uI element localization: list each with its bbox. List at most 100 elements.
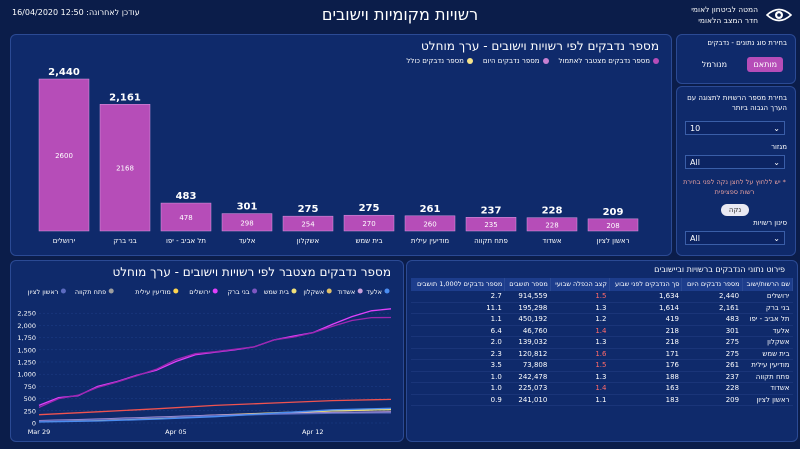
table-cell: 241,010 xyxy=(504,394,551,406)
table-cell: מודיעין עילית xyxy=(742,359,793,372)
line-chart-panel: מספר נדבקים מצטבר לפי רשויות וישובים - ע… xyxy=(10,260,404,442)
table-cell: 3.5 xyxy=(411,359,505,372)
table-cell: בני ברק xyxy=(742,302,793,314)
chevron-down-icon: ⌄ xyxy=(773,158,780,167)
chevron-down-icon: ⌄ xyxy=(773,124,780,133)
page-title: רשויות מקומיות וישובים xyxy=(321,5,479,24)
legend-item-today[interactable]: מספר נדבקים היום xyxy=(483,57,549,65)
table-row[interactable]: אשקלון 275 218 1.3 139,032 2.0 xyxy=(411,336,793,349)
bar-top-label: 2,161 xyxy=(109,92,141,103)
count-select[interactable]: 10 ⌄ xyxy=(685,121,785,135)
authority-filter-select[interactable]: All ⌄ xyxy=(685,231,785,245)
bar-top-label: 2,440 xyxy=(48,67,80,78)
table-wrapper[interactable]: שם הרשות/ישוב מספר נדבקים היום סך הנדבקים … xyxy=(411,278,794,406)
line-chart-legend: אלעד אשדוד אשקלון בית שמש בני ברק ירושלים מודי… xyxy=(28,288,390,296)
column-header[interactable]: מספר תושבים xyxy=(504,278,551,291)
line-chart-title: מספר נדבקים מצטבר לפי רשויות וישובים - ע… xyxy=(112,265,391,279)
table-cell: 218 xyxy=(609,336,682,349)
legend-label: מספר נדבקים מצטבר לאתמול xyxy=(558,57,651,65)
column-header[interactable]: סך הנדבקים לפני שבוע xyxy=(609,278,683,291)
x-tick-label: אלעד xyxy=(239,237,256,245)
sector-select[interactable]: All ⌄ xyxy=(685,155,785,169)
series-line xyxy=(38,412,392,422)
series-line xyxy=(38,308,392,407)
table-cell: ירושלים xyxy=(742,291,793,303)
table-cell: אלעד xyxy=(742,325,793,337)
bar-inner-label: 208 xyxy=(606,222,619,230)
table-cell: אשקלון xyxy=(742,336,793,349)
bar-inner-label: 235 xyxy=(484,221,497,229)
chevron-down-icon: ⌄ xyxy=(773,234,780,243)
bar-chart-panel: מספר נדבקים לפי רשויות וישובים - ערך מוח… xyxy=(10,34,672,256)
y-tick-label: 1,500 xyxy=(17,346,36,354)
legend-dot xyxy=(291,288,297,294)
table-cell: 2,161 xyxy=(681,302,743,314)
filters-panel: בחירת מספר הרשויות לתצוגה עם הערך הגבוה … xyxy=(676,86,796,256)
toggle-per-capita[interactable]: מותאם xyxy=(747,57,783,72)
table-cell: 1,614 xyxy=(609,302,682,314)
legend-label: מספר נדבקים כולל xyxy=(406,57,464,65)
table-cell: 242,478 xyxy=(504,371,551,383)
authority-filter-value: All xyxy=(690,234,700,243)
table-row[interactable]: פתח תקווה 237 188 1.3 242,478 1.0 xyxy=(411,371,793,383)
table-cell: 225,073 xyxy=(504,382,551,395)
table-row[interactable]: בני ברק 2,161 1,614 1.3 195,298 11.1 xyxy=(411,302,793,314)
table-cell: 163 xyxy=(609,382,682,395)
bar-top-label: 261 xyxy=(420,204,441,215)
legend-dot xyxy=(653,58,659,64)
table-cell: 1.1 xyxy=(411,313,505,326)
table-cell: 218 xyxy=(609,325,682,337)
table-cell: 1.1 xyxy=(550,394,610,406)
bar-top-label: 301 xyxy=(237,202,258,213)
table-cell: 275 xyxy=(681,348,743,360)
bar-chart: 2,440 2600 ירושלים 2,161 2168 בני ברק 483 478 תל… xyxy=(38,67,639,245)
table-cell: 914,559 xyxy=(504,291,551,303)
top-header: עודכן לאחרונה: 12:50 16/04/2020 רשויות מ… xyxy=(0,0,800,30)
table-row[interactable]: מודיעין עילית 261 176 1.5 73,808 3.5 xyxy=(411,359,793,372)
clear-note: * יש ללחוץ על לחצן נקה לפני בחירת רשות ס… xyxy=(683,178,786,196)
data-type-label: בחירת סוג נתונים - נדבקים xyxy=(707,39,787,47)
toggle-normalized[interactable]: מנורמל xyxy=(701,60,727,69)
column-header[interactable]: קצב הכפלה שבועי xyxy=(550,278,610,291)
column-header[interactable]: מספר נדבקים ל1,000 תושבים xyxy=(411,278,506,291)
eye-logo-icon xyxy=(766,8,792,22)
table-cell: 2.3 xyxy=(411,348,505,360)
x-tick-label: אשקלון xyxy=(297,237,320,245)
legend-item-total[interactable]: מספר נדבקים כולל xyxy=(406,57,473,65)
legend-label: בני ברק xyxy=(228,288,250,296)
table-row[interactable]: ראשון לציון 209 183 1.1 241,010 0.9 xyxy=(411,394,793,406)
bar xyxy=(221,213,273,232)
column-header[interactable]: שם הרשות/ישוב xyxy=(742,278,794,291)
org-name: המטה לביטחון לאומי חדר המצב הלאומי xyxy=(691,4,758,26)
bar xyxy=(38,78,90,232)
clear-button[interactable]: נקה xyxy=(721,204,749,216)
table-row[interactable]: אלעד 301 218 1.4 46,760 6.4 xyxy=(411,325,793,337)
table-cell: תל אביב - יפו xyxy=(742,313,793,326)
legend-dot xyxy=(173,288,179,294)
legend-dot xyxy=(326,288,332,294)
table-cell: 171 xyxy=(609,348,682,360)
table-cell: 275 xyxy=(681,336,743,349)
table-header-row: שם הרשות/ישוב מספר נדבקים היום סך הנדבקים … xyxy=(411,278,794,291)
table-row[interactable]: אשדוד 228 163 1.4 225,073 1.0 xyxy=(411,382,793,395)
table-row[interactable]: ירושלים 2,440 1,634 1.5 914,559 2.7 xyxy=(411,291,793,303)
bar-inner-label: 260 xyxy=(423,220,436,228)
table-row[interactable]: בית שמש 275 171 1.6 120,812 2.3 xyxy=(411,348,793,360)
bar-inner-label: 254 xyxy=(301,221,315,229)
table-cell: אשדוד xyxy=(742,382,793,395)
line-chart: אלעד אשדוד אשקלון בית שמש בני ברק ירושלים מודי… xyxy=(17,288,392,436)
x-tick-label: תל אביב - יפו xyxy=(166,237,206,245)
legend-label: ראשון לציון xyxy=(28,288,59,296)
authority-filter-label: סינון רשויות xyxy=(753,219,787,227)
bar-inner-label: 2168 xyxy=(116,165,134,173)
table-cell: 1.0 xyxy=(411,371,505,383)
sector-label: מגזור xyxy=(771,143,787,151)
legend-item-cumulative[interactable]: מספר נדבקים מצטבר לאתמול xyxy=(558,57,659,65)
last-updated: עודכן לאחרונה: 12:50 16/04/2020 xyxy=(12,8,140,17)
legend-label: מודיעין עילית xyxy=(135,288,171,296)
table-row[interactable]: תל אביב - יפו 483 419 1.2 450,192 1.1 xyxy=(411,313,793,326)
column-header[interactable]: מספר נדבקים היום xyxy=(681,278,743,291)
table-cell: 6.4 xyxy=(411,325,505,337)
y-tick-label: 0 xyxy=(32,420,36,428)
bar-inner-label: 478 xyxy=(179,214,192,222)
